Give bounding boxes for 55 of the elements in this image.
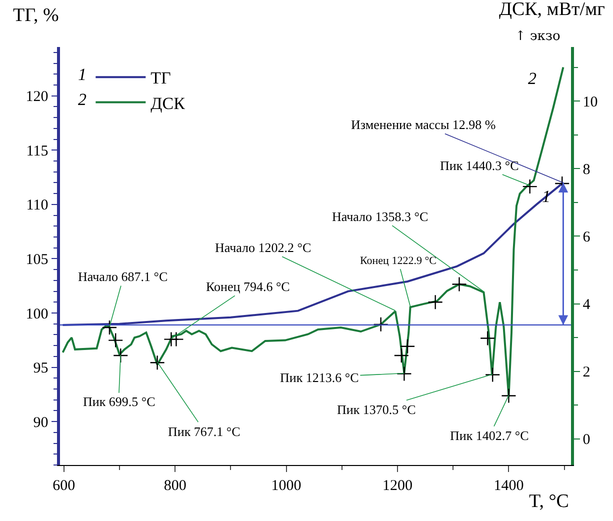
point — [150, 355, 165, 370]
annotation: Пик 1370.5 °C — [337, 402, 416, 417]
legend-label: ДСК — [150, 94, 186, 113]
point — [113, 348, 128, 364]
point — [428, 294, 443, 310]
annotation: Пик 1402.7 °C — [450, 428, 529, 443]
y-tick-label: 120 — [26, 89, 48, 106]
annotation: 1 — [78, 65, 86, 84]
text: ↑ экзо — [515, 29, 561, 44]
point — [102, 320, 118, 336]
point — [394, 348, 410, 364]
annotation: Пик 699.5 °C — [83, 394, 156, 409]
annotation: Пик 1440.3 °C — [440, 158, 519, 173]
annotation: Начало 687.1 °C — [78, 269, 168, 284]
point — [168, 332, 184, 347]
annotation: 2 — [528, 69, 537, 88]
annotation: Конец 1222.9 °C — [360, 255, 436, 267]
legend-label: ТГ — [150, 68, 172, 88]
annotation: Изменение массы 12.98 % — [351, 117, 496, 132]
line-series — [62, 66, 564, 398]
x-tick-label: 1400 — [494, 478, 524, 494]
point — [108, 332, 124, 348]
y-tick-label: 95 — [33, 360, 48, 377]
annotation: Начало 1202.2 °C — [215, 240, 312, 255]
point — [480, 330, 496, 346]
y2-axis-title: ДСК, мВт/мг — [499, 0, 606, 20]
point — [396, 366, 412, 382]
y2-tick-label: 6 — [582, 229, 591, 246]
point — [400, 338, 416, 354]
y2-tick-label: 4 — [582, 297, 591, 314]
annotation: Пик 767.1 °C — [168, 424, 240, 439]
y2-tick-label: 8 — [582, 162, 590, 178]
y-axis-title: ТГ, % — [13, 5, 59, 26]
annotation: Начало 1358.3 °C — [332, 209, 428, 224]
y-tick-label: 110 — [26, 198, 48, 214]
x-tick-label: 1200 — [382, 478, 413, 494]
y-tick-label: 105 — [26, 252, 48, 268]
point — [373, 316, 388, 332]
y-tick-label: 90 — [33, 414, 48, 431]
x-tick-label: 600 — [52, 478, 76, 494]
y2-tick-label: 0 — [582, 432, 590, 448]
point — [485, 367, 500, 382]
x-tick-label: 1000 — [271, 478, 302, 494]
y2-tick-label: 10 — [582, 94, 598, 110]
x-axis-title: T, °C — [529, 491, 569, 512]
y-tick-label: 100 — [26, 306, 48, 322]
point — [501, 388, 516, 404]
annotation: 2 — [78, 90, 87, 109]
y-tick-label: 115 — [26, 143, 48, 160]
point — [522, 178, 538, 194]
x-tick-label: 800 — [164, 478, 186, 494]
annotation: Пик 1213.6 °C — [280, 370, 359, 385]
y2-tick-label: 2 — [582, 364, 590, 381]
point — [452, 276, 467, 292]
annotation: Конец 794.6 °C — [206, 279, 290, 294]
